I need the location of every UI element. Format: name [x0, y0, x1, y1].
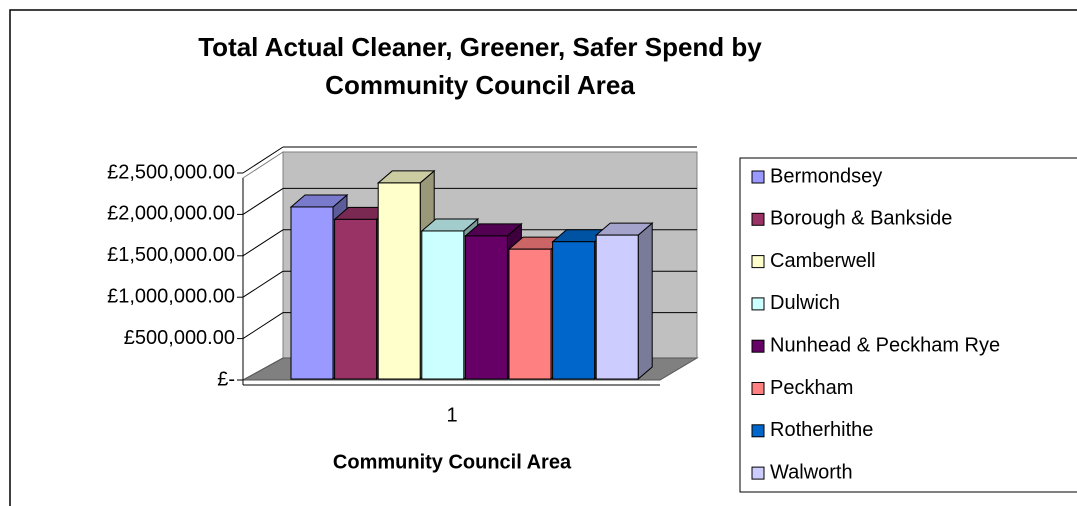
chart-title: Total Actual Cleaner, Greener, Safer Spe…	[198, 32, 762, 100]
grid-line-side	[242, 229, 284, 257]
legend-swatch	[751, 255, 765, 269]
x-tick-label: 1	[446, 404, 457, 426]
bar-side	[637, 222, 653, 381]
bar	[290, 206, 334, 380]
legend-label: Bermondsey	[770, 165, 882, 187]
legend-label: Camberwell	[770, 250, 876, 272]
bar	[595, 234, 639, 380]
legend-swatch	[751, 424, 765, 438]
legend-label: Rotherhithe	[770, 419, 873, 441]
bar	[508, 248, 552, 380]
legend-swatch	[751, 212, 765, 226]
bar	[377, 182, 421, 380]
grid-line-side	[242, 270, 284, 298]
y-tick-label: £2,000,000.00	[107, 203, 235, 225]
legend-swatch	[751, 297, 765, 311]
bar	[464, 235, 508, 380]
legend-swatch	[751, 382, 765, 395]
legend-label: Dulwich	[770, 292, 840, 314]
bar	[552, 241, 596, 380]
grid-line-side	[242, 146, 284, 174]
bar	[421, 230, 465, 380]
y-tick-label: £-	[217, 368, 235, 390]
y-tick-label: £1,000,000.00	[107, 285, 235, 307]
grid-line-side	[242, 312, 284, 340]
bar	[334, 218, 378, 380]
legend-label: Borough & Bankside	[770, 208, 952, 230]
grid-line-side	[242, 187, 284, 215]
legend-swatch	[751, 170, 765, 184]
legend	[739, 157, 1077, 493]
legend-swatch	[751, 466, 765, 480]
legend-swatch	[751, 339, 765, 353]
x-axis-title: Community Council Area	[333, 451, 572, 473]
y-tick-label: £500,000.00	[124, 327, 235, 349]
side-wall	[242, 151, 284, 381]
y-tick-label: £2,500,000.00	[107, 161, 235, 183]
legend-label: Nunhead & Peckham Rye	[770, 334, 1000, 356]
y-tick-label: £1,500,000.00	[107, 244, 235, 266]
legend-label: Peckham	[770, 377, 853, 399]
legend-label: Walworth	[770, 461, 853, 483]
